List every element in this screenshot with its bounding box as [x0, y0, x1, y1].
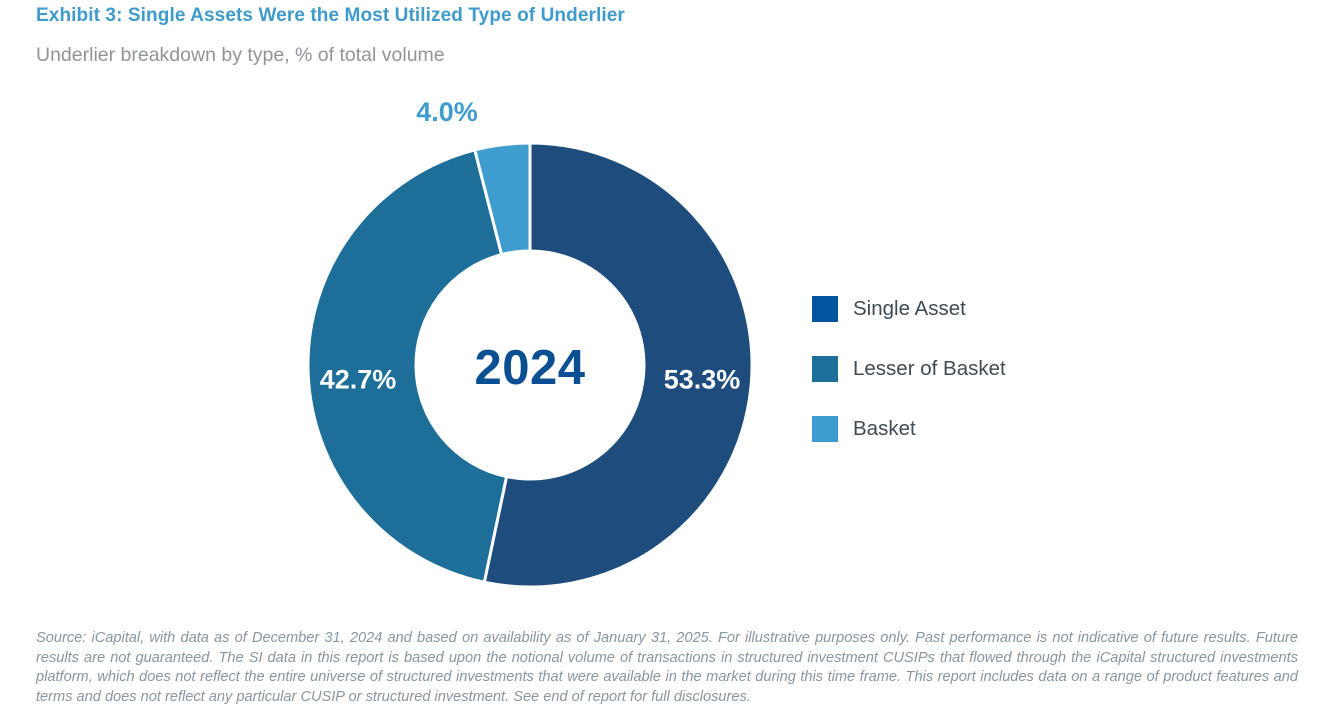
donut-chart: 2024 53.3% 42.7%	[305, 140, 755, 590]
slice-label-lesser-of-basket: 42.7%	[319, 364, 397, 395]
slice-label-single-asset: 53.3%	[663, 364, 741, 395]
donut-center-year: 2024	[474, 341, 586, 395]
legend-item-single-asset: Single Asset	[812, 296, 1006, 322]
legend-label-basket: Basket	[853, 417, 916, 440]
legend-swatch-single-asset	[812, 296, 838, 322]
donut-slice-lesser-of-basket	[306, 148, 509, 584]
legend-item-lesser-of-basket: Lesser of Basket	[812, 356, 1006, 382]
chart-legend: Single Asset Lesser of Basket Basket	[812, 296, 1006, 476]
donut-slice-basket	[473, 141, 532, 257]
source-disclosure: Source: iCapital, with data as of Decemb…	[36, 630, 1298, 705]
legend-label-single-asset: Single Asset	[853, 297, 966, 320]
exhibit-title: Exhibit 3: Single Assets Were the Most U…	[36, 5, 625, 26]
legend-item-basket: Basket	[812, 416, 1006, 442]
legend-swatch-basket	[812, 416, 838, 442]
legend-swatch-lesser-of-basket	[812, 356, 838, 382]
donut-slice-single-asset	[482, 141, 754, 589]
slice-label-basket: 4.0%	[416, 97, 478, 127]
legend-label-lesser-of-basket: Lesser of Basket	[853, 357, 1006, 380]
chart-subtitle: Underlier breakdown by type, % of total …	[36, 44, 445, 66]
donut-svg	[306, 141, 754, 589]
